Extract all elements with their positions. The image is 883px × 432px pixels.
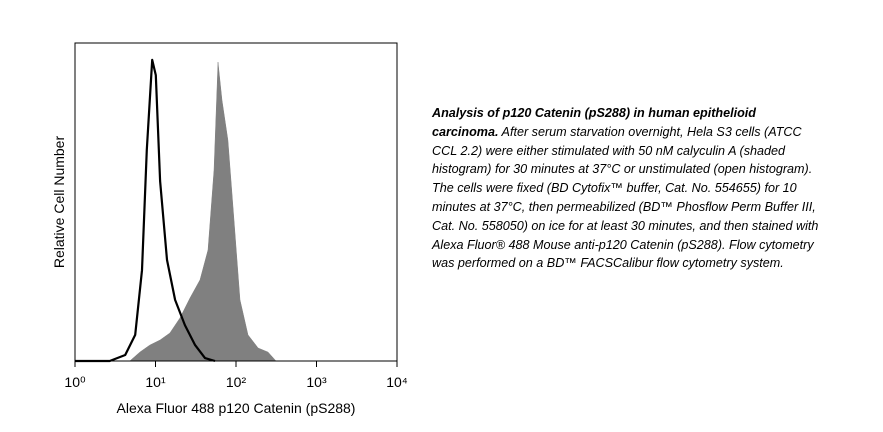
x-axis-label: Alexa Fluor 488 p120 Catenin (pS288) — [117, 400, 356, 416]
caption-heading: Analysis of p120 Catenin (pS288) in huma… — [432, 106, 757, 139]
caption-body: After serum starvation overnight, Hela S… — [432, 124, 819, 271]
x-tick-label: 10³ — [306, 374, 327, 390]
x-tick-label: 10¹ — [145, 374, 166, 390]
histogram-line — [75, 58, 216, 363]
x-tick-label: 10² — [226, 374, 247, 390]
caption: Analysis of p120 Catenin (pS288) in huma… — [432, 104, 824, 273]
y-axis-label: Relative Cell Number — [51, 136, 67, 269]
marks — [75, 58, 277, 363]
x-tick-label: 10⁴ — [386, 374, 408, 390]
histogram-area — [129, 62, 277, 362]
x-tick-label: 10⁰ — [64, 374, 86, 390]
